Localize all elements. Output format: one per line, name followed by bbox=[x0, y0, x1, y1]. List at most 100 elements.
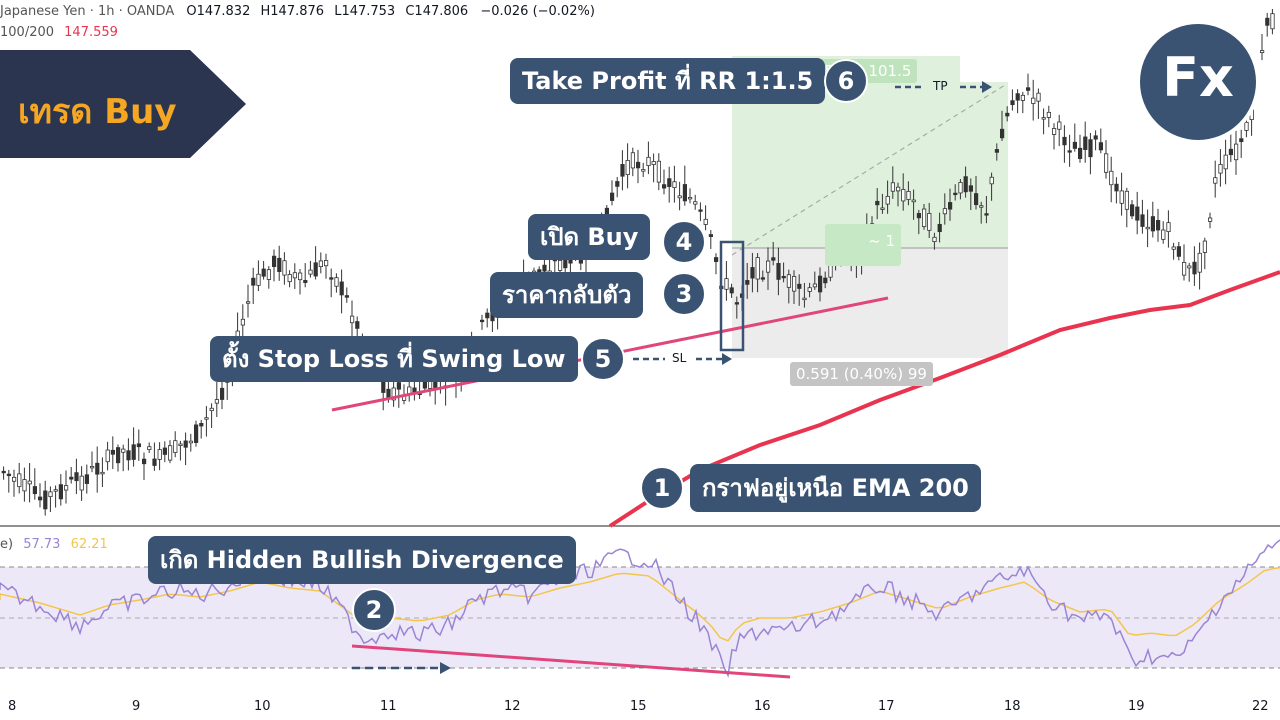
sl-arrow bbox=[633, 353, 732, 365]
callout-number-3: 3 bbox=[662, 272, 706, 316]
candle bbox=[677, 181, 682, 211]
close-value: 147.806 bbox=[414, 4, 469, 19]
sl-tag: SL bbox=[672, 351, 687, 365]
candle bbox=[303, 263, 308, 288]
candle bbox=[1109, 156, 1114, 203]
candle bbox=[266, 266, 272, 289]
symbol-label: Japanese Yen · 1h · OANDA bbox=[0, 4, 175, 19]
callout-reversal: ราคากลับตัว bbox=[490, 272, 644, 318]
rsi-ma-value: 62.21 bbox=[70, 537, 108, 552]
candle bbox=[6, 469, 11, 493]
candle bbox=[1182, 244, 1187, 281]
callout-hidden-divergence: เกิด Hidden Bullish Divergence bbox=[148, 536, 576, 584]
tp-arrow bbox=[895, 81, 992, 93]
candle bbox=[11, 469, 17, 497]
candle bbox=[282, 252, 287, 285]
candle bbox=[131, 427, 136, 467]
low-label: L bbox=[334, 4, 342, 19]
candle bbox=[27, 463, 32, 503]
candle bbox=[1156, 208, 1161, 242]
candle bbox=[17, 462, 22, 494]
candle bbox=[313, 246, 318, 280]
x-tick-label: 18 bbox=[1004, 699, 1021, 714]
callout-number-2: 2 bbox=[352, 588, 396, 632]
candle bbox=[1000, 110, 1005, 141]
ema-value: 147.559 bbox=[64, 25, 118, 40]
candle bbox=[297, 269, 303, 295]
candle bbox=[391, 381, 396, 407]
candle bbox=[157, 442, 162, 471]
candle bbox=[880, 193, 885, 214]
candle bbox=[802, 282, 807, 308]
candle bbox=[901, 173, 906, 211]
candle bbox=[776, 247, 781, 296]
candle bbox=[1036, 88, 1041, 119]
candle bbox=[147, 442, 152, 453]
candle bbox=[927, 202, 932, 238]
candle bbox=[906, 181, 911, 206]
candle bbox=[885, 180, 890, 214]
candle bbox=[610, 180, 615, 206]
logo-circle bbox=[1136, 20, 1260, 144]
ema-label: 100/200 bbox=[0, 25, 55, 40]
candle bbox=[349, 300, 355, 338]
candle bbox=[1171, 242, 1176, 260]
candle bbox=[485, 308, 490, 328]
candle bbox=[173, 431, 178, 458]
candle bbox=[1218, 149, 1223, 187]
candle bbox=[277, 245, 282, 281]
candle bbox=[703, 205, 708, 231]
candle bbox=[1166, 210, 1171, 248]
candle bbox=[656, 153, 662, 191]
candle bbox=[1119, 172, 1124, 216]
candle bbox=[1239, 129, 1244, 158]
candle bbox=[823, 271, 828, 289]
candle bbox=[261, 260, 266, 280]
candle bbox=[651, 153, 656, 183]
candle bbox=[968, 178, 974, 211]
candle bbox=[1015, 89, 1020, 114]
candle bbox=[53, 485, 58, 508]
candle bbox=[797, 274, 802, 306]
candle bbox=[958, 179, 963, 200]
candle bbox=[1005, 106, 1010, 122]
candle bbox=[1098, 128, 1103, 154]
candle bbox=[714, 253, 719, 275]
change-value: −0.026 (−0.02%) bbox=[480, 4, 595, 19]
candle bbox=[615, 177, 620, 198]
candle bbox=[69, 466, 74, 484]
callout-above-ema: กราฟอยู่เหนือ EMA 200 bbox=[690, 464, 981, 512]
candle bbox=[1208, 212, 1213, 229]
candle bbox=[636, 149, 641, 184]
candle bbox=[937, 212, 942, 243]
x-tick-label: 22 bbox=[1252, 699, 1269, 714]
candle bbox=[1078, 134, 1083, 163]
candle bbox=[32, 468, 38, 500]
candle bbox=[953, 184, 958, 201]
candle bbox=[22, 467, 27, 502]
x-tick-label: 19 bbox=[1128, 699, 1145, 714]
candle bbox=[162, 441, 167, 463]
rsi-header-label: e) bbox=[0, 537, 14, 552]
candle bbox=[188, 433, 193, 452]
candle bbox=[662, 169, 667, 195]
candle bbox=[1083, 121, 1088, 163]
candle bbox=[745, 262, 750, 299]
candle bbox=[193, 420, 199, 447]
candle bbox=[141, 452, 147, 481]
candle bbox=[667, 166, 672, 203]
ema-header: 100/200 147.559 bbox=[0, 25, 118, 40]
x-tick-label: 10 bbox=[254, 699, 271, 714]
tp-tag: TP bbox=[933, 79, 948, 93]
candle bbox=[984, 195, 989, 224]
candle bbox=[1046, 105, 1051, 128]
candle bbox=[771, 241, 776, 266]
candle bbox=[126, 438, 131, 471]
candle bbox=[963, 166, 968, 198]
candle bbox=[1104, 140, 1109, 179]
candle bbox=[1161, 221, 1166, 244]
candle bbox=[1124, 187, 1129, 228]
candle bbox=[672, 165, 677, 203]
candle bbox=[1197, 242, 1202, 290]
candle bbox=[1145, 209, 1150, 248]
